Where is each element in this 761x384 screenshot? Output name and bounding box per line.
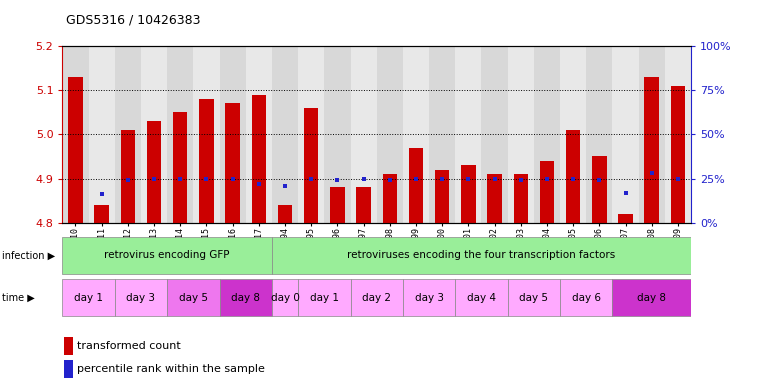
Bar — [455, 279, 508, 316]
Bar — [560, 46, 586, 223]
Text: day 4: day 4 — [467, 293, 496, 303]
Text: GDS5316 / 10426383: GDS5316 / 10426383 — [66, 14, 201, 27]
Bar — [64, 337, 73, 355]
Text: day 8: day 8 — [231, 293, 260, 303]
Bar — [665, 46, 691, 223]
Bar — [304, 108, 318, 223]
Bar — [403, 46, 429, 223]
Text: day 1: day 1 — [310, 293, 339, 303]
Bar — [62, 279, 115, 316]
Bar — [566, 130, 581, 223]
Bar — [482, 46, 508, 223]
Bar — [540, 161, 554, 223]
Bar — [115, 46, 141, 223]
Text: infection ▶: infection ▶ — [2, 250, 56, 260]
Bar — [351, 46, 377, 223]
Bar — [645, 77, 659, 223]
Bar — [670, 86, 685, 223]
Bar — [324, 46, 351, 223]
Bar — [356, 187, 371, 223]
Bar — [330, 187, 345, 223]
Bar — [68, 77, 83, 223]
Bar — [94, 205, 109, 223]
Text: day 5: day 5 — [519, 293, 549, 303]
Bar — [62, 46, 88, 223]
Bar — [167, 279, 219, 316]
Bar — [592, 157, 607, 223]
Bar — [272, 46, 298, 223]
Text: day 3: day 3 — [415, 293, 444, 303]
Bar — [487, 174, 501, 223]
Text: day 5: day 5 — [179, 293, 208, 303]
Bar — [225, 104, 240, 223]
Bar — [613, 279, 691, 316]
Bar — [115, 279, 167, 316]
Bar — [508, 279, 560, 316]
Bar — [64, 360, 73, 378]
Bar — [383, 174, 397, 223]
Text: time ▶: time ▶ — [2, 293, 35, 303]
Text: retroviruses encoding the four transcription factors: retroviruses encoding the four transcrip… — [347, 250, 616, 260]
Bar — [461, 166, 476, 223]
Bar — [377, 46, 403, 223]
Bar — [62, 237, 272, 274]
Text: day 6: day 6 — [572, 293, 600, 303]
Bar — [298, 279, 351, 316]
Bar — [219, 46, 246, 223]
Bar — [613, 46, 638, 223]
Bar — [199, 99, 214, 223]
Bar — [298, 46, 324, 223]
Bar — [272, 279, 298, 316]
Text: percentile rank within the sample: percentile rank within the sample — [77, 364, 264, 374]
Bar — [121, 130, 135, 223]
Bar — [560, 279, 613, 316]
Text: day 2: day 2 — [362, 293, 391, 303]
Bar — [246, 46, 272, 223]
Text: day 3: day 3 — [126, 293, 155, 303]
Text: day 8: day 8 — [637, 293, 666, 303]
Bar — [455, 46, 482, 223]
Bar — [618, 214, 632, 223]
Bar — [272, 237, 691, 274]
Bar — [586, 46, 613, 223]
Bar — [514, 174, 528, 223]
Text: day 0: day 0 — [271, 293, 300, 303]
Bar — [193, 46, 219, 223]
Text: transformed count: transformed count — [77, 341, 180, 351]
Bar — [147, 121, 161, 223]
Text: day 1: day 1 — [74, 293, 103, 303]
Bar — [278, 205, 292, 223]
Bar — [173, 113, 187, 223]
Text: retrovirus encoding GFP: retrovirus encoding GFP — [104, 250, 230, 260]
Bar — [351, 279, 403, 316]
Bar — [88, 46, 115, 223]
Bar — [403, 279, 455, 316]
Bar — [219, 279, 272, 316]
Bar — [409, 148, 423, 223]
Bar — [508, 46, 534, 223]
Bar — [167, 46, 193, 223]
Bar — [252, 95, 266, 223]
Bar — [141, 46, 167, 223]
Bar — [638, 46, 665, 223]
Bar — [435, 170, 450, 223]
Bar — [429, 46, 455, 223]
Bar — [534, 46, 560, 223]
